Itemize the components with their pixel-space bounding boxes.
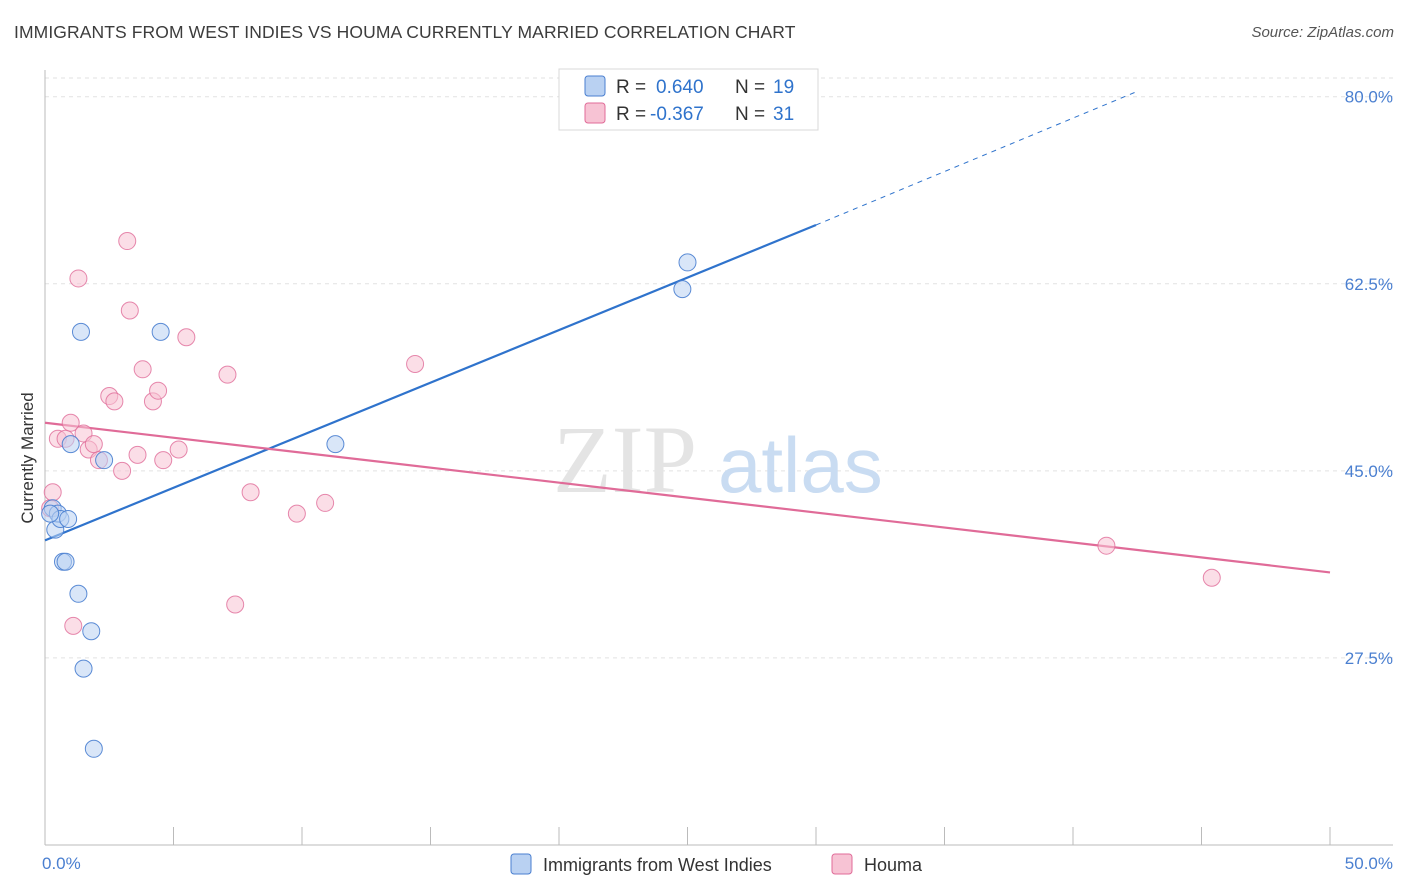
y-tick-label: 62.5% bbox=[1345, 275, 1393, 294]
trend-line-west-indies bbox=[44, 223, 817, 542]
legend-bottom-swatch-pink bbox=[831, 853, 853, 875]
legend-n-label: N = bbox=[735, 77, 765, 98]
data-point-houma bbox=[226, 595, 245, 614]
legend-n-value: 31 bbox=[773, 104, 794, 125]
data-point-west-indies bbox=[69, 584, 88, 603]
legend-r-value: 0.640 bbox=[656, 77, 704, 98]
data-point-houma bbox=[218, 365, 237, 384]
data-point-houma bbox=[287, 504, 306, 523]
legend-bottom: Immigrants from West Indies Houma bbox=[510, 853, 923, 875]
legend-bottom-label-pink: Houma bbox=[864, 855, 923, 875]
chart-title: IMMIGRANTS FROM WEST INDIES VS HOUMA CUR… bbox=[14, 22, 796, 42]
data-point-west-indies bbox=[82, 622, 101, 641]
legend-r-label: R = bbox=[616, 77, 646, 98]
y-tick-label: 27.5% bbox=[1345, 649, 1393, 668]
legend-swatch-blue bbox=[584, 75, 606, 97]
grid-layer bbox=[45, 77, 1393, 659]
data-point-west-indies bbox=[326, 435, 345, 454]
data-point-houma bbox=[128, 445, 147, 464]
data-point-houma bbox=[316, 493, 335, 512]
trend-line-houma bbox=[44, 421, 1331, 574]
y-axis-title: Currently Married bbox=[18, 392, 37, 523]
data-point-west-indies bbox=[61, 435, 80, 454]
data-point-west-indies bbox=[95, 451, 114, 470]
watermark-atlas: atlas bbox=[718, 421, 883, 509]
data-point-houma bbox=[105, 392, 124, 411]
data-point-houma bbox=[118, 232, 137, 251]
legend-bottom-swatch-blue bbox=[510, 853, 532, 875]
trend-line-west-indies-extension bbox=[815, 90, 1138, 226]
data-point-west-indies bbox=[84, 739, 103, 758]
x-tick-label: 50.0% bbox=[1345, 854, 1393, 873]
legend-top: R = 0.640 N = 19 R = -0.367 N = 31 bbox=[558, 68, 819, 131]
watermark: ZIP atlas bbox=[553, 406, 883, 513]
data-point-houma bbox=[133, 360, 152, 379]
data-point-houma bbox=[1097, 536, 1116, 555]
data-point-houma bbox=[1202, 568, 1221, 587]
legend-n-label: N = bbox=[735, 104, 765, 125]
data-point-houma bbox=[113, 461, 132, 480]
y-tick-label: 80.0% bbox=[1345, 88, 1393, 107]
data-point-houma bbox=[154, 451, 173, 470]
data-point-west-indies bbox=[59, 509, 78, 528]
data-point-houma bbox=[84, 435, 103, 454]
trend-layer bbox=[44, 90, 1331, 574]
data-point-houma bbox=[241, 483, 260, 502]
data-point-west-indies bbox=[71, 322, 90, 341]
data-point-west-indies bbox=[678, 253, 697, 272]
legend-r-value: -0.367 bbox=[650, 104, 704, 125]
y-tick-label: 45.0% bbox=[1345, 462, 1393, 481]
x-tick-label: 0.0% bbox=[42, 854, 81, 873]
data-point-houma bbox=[61, 413, 80, 432]
data-point-west-indies bbox=[673, 280, 692, 299]
legend-bottom-label-blue: Immigrants from West Indies bbox=[543, 855, 772, 875]
data-point-houma bbox=[406, 354, 425, 373]
data-point-west-indies bbox=[56, 552, 75, 571]
points-layer bbox=[41, 232, 1221, 758]
axes-layer bbox=[44, 70, 1393, 846]
data-point-houma bbox=[43, 483, 62, 502]
legend-n-value: 19 bbox=[773, 77, 794, 98]
labels-layer: 27.5% 45.0% 62.5% 80.0% 0.0% 50.0% Currently M… bbox=[18, 88, 1393, 873]
legend-r-label: R = bbox=[616, 104, 646, 125]
data-point-west-indies bbox=[41, 504, 60, 523]
data-point-houma bbox=[64, 616, 83, 635]
data-point-west-indies bbox=[74, 659, 93, 678]
legend-swatch-pink bbox=[584, 102, 606, 124]
data-point-houma bbox=[177, 328, 196, 347]
data-point-houma bbox=[69, 269, 88, 288]
source-label: Source: ZipAtlas.com bbox=[1251, 24, 1394, 41]
data-point-west-indies bbox=[151, 322, 170, 341]
data-point-houma bbox=[120, 301, 139, 320]
data-point-houma bbox=[169, 440, 188, 459]
data-point-houma bbox=[149, 381, 168, 400]
